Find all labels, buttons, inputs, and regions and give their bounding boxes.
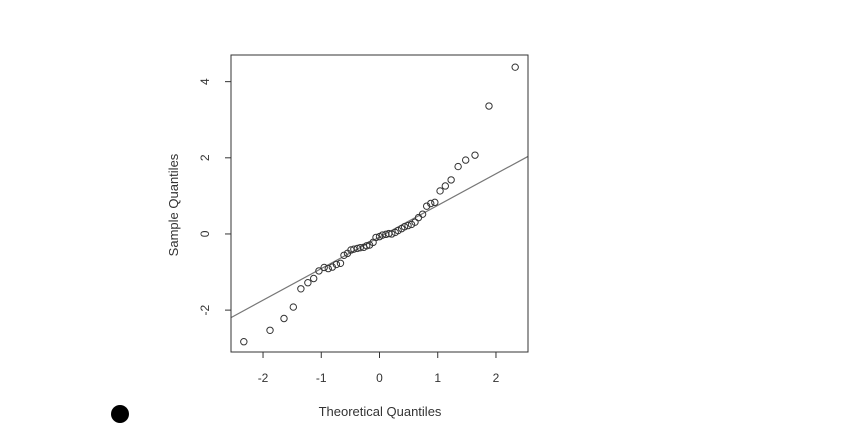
x-tick-label: -2 [258, 371, 269, 385]
y-axis-label: Sample Quantiles [166, 153, 181, 256]
data-point [427, 199, 435, 208]
data-point [266, 326, 274, 334]
data-point [441, 182, 450, 190]
data-point [336, 259, 345, 267]
data-point [431, 198, 439, 207]
x-tick-label: 0 [376, 371, 383, 385]
data-point [280, 314, 288, 323]
data-point [309, 274, 318, 283]
data-point [471, 151, 479, 159]
x-tick-label: 2 [493, 371, 500, 385]
y-tick-label: 2 [198, 154, 212, 161]
y-tick-label: 4 [198, 78, 212, 85]
data-point [332, 260, 341, 269]
data-point [436, 187, 444, 195]
data-point [511, 63, 519, 71]
data-point [447, 176, 455, 184]
x-axis-label: Theoretical Quantiles [319, 404, 442, 419]
data-point [461, 156, 470, 164]
x-tick-label: -1 [316, 371, 327, 385]
y-tick-label: 0 [198, 230, 212, 237]
y-tick-label: -2 [198, 304, 212, 315]
data-point [297, 285, 305, 293]
data-point [394, 226, 402, 235]
data-point [388, 230, 396, 238]
data-point [485, 102, 493, 110]
data-point [454, 162, 462, 171]
data-point [404, 221, 412, 230]
data-point [362, 242, 371, 250]
data-point [240, 338, 248, 346]
data-point [304, 279, 312, 287]
plot-frame [230, 54, 529, 353]
data-point [315, 267, 323, 275]
data-point [356, 243, 364, 252]
data-point [382, 230, 390, 239]
data-point [411, 218, 419, 226]
data-point [289, 303, 298, 311]
bullet-icon [111, 405, 129, 423]
data-point [372, 233, 380, 242]
data-point [418, 210, 427, 218]
data-point [400, 223, 409, 231]
x-tick-label: 1 [434, 371, 441, 385]
data-point [340, 251, 348, 259]
data-point [324, 264, 332, 273]
data-point [320, 263, 328, 272]
